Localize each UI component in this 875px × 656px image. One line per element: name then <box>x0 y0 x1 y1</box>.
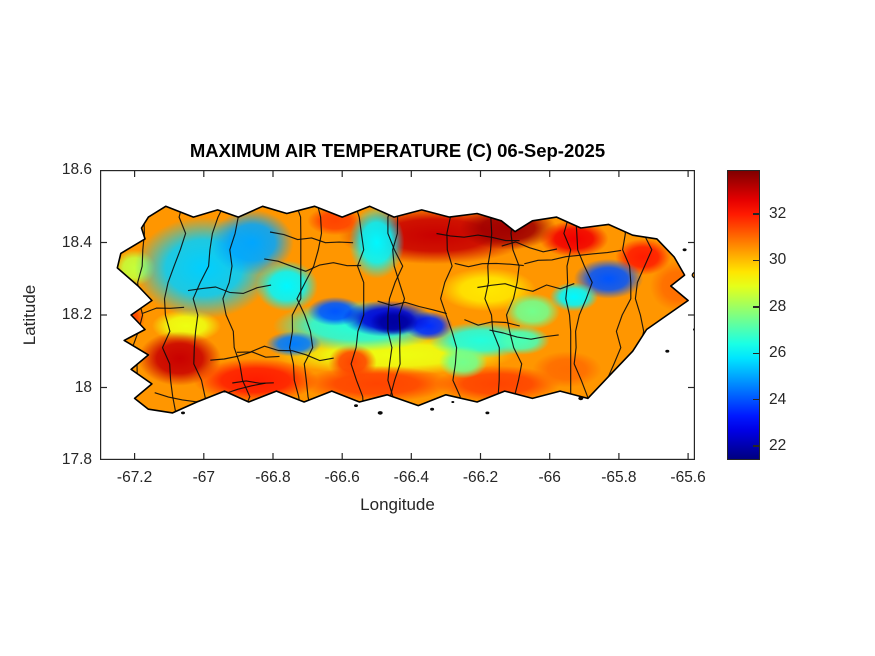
x-tick-label: -65.8 <box>601 469 637 486</box>
axis-box-and-ticks <box>100 169 695 461</box>
map-plot-area <box>100 169 702 461</box>
colorbar-tick-label: 28 <box>769 297 787 315</box>
x-tick-label: -66 <box>538 469 561 486</box>
municipality-borders <box>125 206 653 413</box>
colorbar-tick-label: 22 <box>769 437 787 455</box>
x-tick-label: -66.8 <box>255 469 291 486</box>
y-tick-label: 18.2 <box>61 306 92 323</box>
y-tick-label: 17.8 <box>61 451 92 468</box>
y-tick-label: 18.4 <box>61 233 92 251</box>
colorbar-tick-label: 32 <box>769 205 787 223</box>
x-tick-label: -67.2 <box>116 469 153 486</box>
x-tick-label: -66.2 <box>462 469 499 486</box>
colorbar-tick-mark <box>753 306 759 308</box>
temperature-map <box>100 169 702 461</box>
x-tick-label: -66.4 <box>393 469 429 486</box>
colorbar-tick-mark <box>753 259 759 262</box>
y-tick-label: 18 <box>74 378 92 396</box>
colorbar-tick-mark <box>753 352 759 354</box>
chart-title: MAXIMUM AIR TEMPERATURE (C) 06-Sep-2025 <box>189 140 606 161</box>
colorbar <box>727 170 760 460</box>
colorbar-tick-mark <box>753 213 759 215</box>
x-axis-label: Longitude <box>360 495 435 514</box>
colorbar-tick-label: 26 <box>769 344 787 362</box>
colorbar-tick-mark <box>753 445 759 447</box>
colorbar-tick-label: 30 <box>769 251 787 269</box>
x-tick-label: -66.6 <box>324 469 360 486</box>
x-tick-label: -65.6 <box>670 469 706 486</box>
x-tick-label: -67 <box>192 469 215 486</box>
island-coastline <box>116 205 689 414</box>
y-tick-label: 18.6 <box>61 161 92 178</box>
colorbar-tick-mark <box>753 398 759 401</box>
temperature-field <box>117 206 689 413</box>
y-axis-label: Latitude <box>20 284 39 346</box>
colorbar-tick-label: 24 <box>769 390 787 408</box>
